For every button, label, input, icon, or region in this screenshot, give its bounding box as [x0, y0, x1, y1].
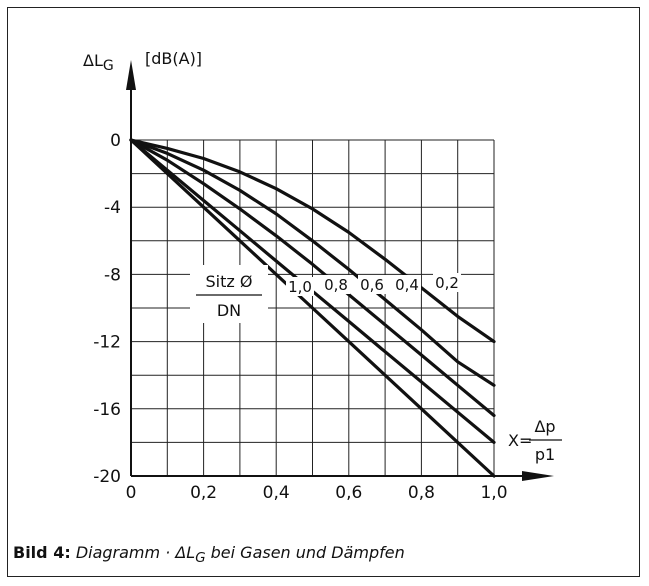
x-tick-label: 1,0: [480, 483, 507, 503]
y-axis-unit: [dB(A)]: [145, 49, 202, 68]
series-label-bg: [286, 277, 314, 296]
param-label-bg: [190, 265, 268, 323]
figure-frame: [7, 7, 640, 577]
chart-labels: 0 0,2 0,4 0,6 0,8 1,0 0 -4 -8 -12 -16 -20 ΔLG [dB(A)]…: [83, 49, 562, 503]
y-axis-arrow: [126, 60, 136, 90]
param-label-numerator: Sitz Ø: [206, 272, 253, 291]
caption-label: Bild 4:: [13, 543, 71, 562]
series-label: 0,2: [435, 274, 459, 292]
series-label: 0,4: [395, 276, 419, 294]
series-label: 0,8: [324, 276, 348, 294]
caption-text: Diagramm · ΔLG bei Gasen und Dämpfen: [75, 543, 405, 566]
x-axis-arrow: [522, 471, 554, 481]
series-label: 0,6: [360, 276, 384, 294]
series-label-bg: [433, 273, 461, 292]
x-tick-label: 0,8: [408, 483, 435, 503]
y-axis-title: ΔLG: [83, 51, 114, 74]
x-tick-label: 0,6: [335, 483, 362, 503]
y-tick-label: -4: [104, 198, 121, 218]
series-line: [129, 138, 496, 418]
series-line: [129, 138, 496, 344]
param-label-denominator: DN: [217, 301, 241, 320]
x-tick-label: 0,2: [190, 483, 217, 503]
y-tick-label: -20: [93, 467, 121, 487]
caption-text-after: bei Gasen und Dämpfen: [205, 543, 405, 562]
x-tick-label: 0,4: [263, 483, 290, 503]
series-label-bg: [358, 275, 386, 294]
y-tick-label: -8: [104, 265, 121, 285]
x-axis-denominator: p1: [535, 445, 555, 464]
y-tick-label: -12: [93, 333, 121, 353]
chart-axes: [126, 60, 554, 481]
x-axis-prefix: X=: [508, 431, 532, 450]
series-label: 1,0: [288, 278, 312, 296]
x-axis-numerator: Δp: [534, 417, 555, 436]
x-tick-label: 0: [126, 483, 137, 503]
caption-text-sub: G: [195, 551, 206, 567]
series-line: [129, 138, 496, 478]
series-label-bg: [322, 275, 350, 294]
series-line: [129, 138, 496, 387]
caption-text-before: Diagramm · ΔL: [75, 543, 196, 562]
figure-caption: Bild 4: Diagramm · ΔLG bei Gasen und Däm…: [13, 543, 405, 566]
y-tick-label: -16: [93, 400, 121, 420]
series-label-bg: [393, 275, 421, 294]
y-tick-label: 0: [110, 131, 121, 151]
